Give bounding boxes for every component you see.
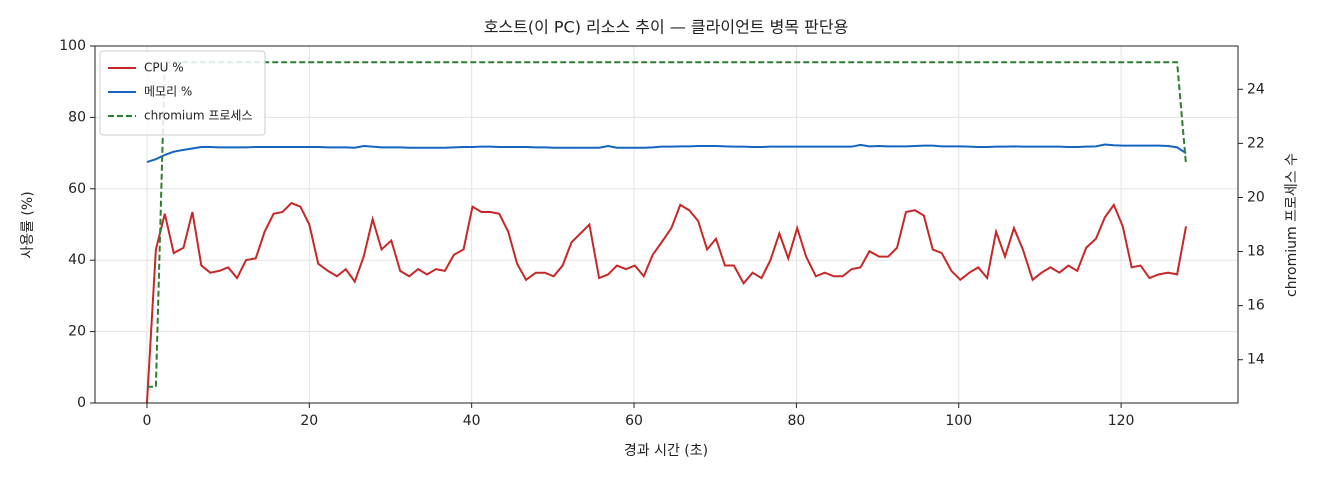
y-tick-label: 100: [59, 38, 86, 54]
y2-tick-label: 20: [1247, 189, 1265, 205]
y2-axis-label: chromium 프로세스 수: [1284, 153, 1300, 297]
y2-tick-label: 16: [1247, 298, 1265, 314]
plot-frame: [94, 45, 1239, 404]
x-axis-label: 경과 시간 (초): [624, 443, 708, 459]
x-tick-label: 20: [300, 413, 318, 429]
x-tick-label: 100: [945, 413, 972, 429]
x-tick-label: 80: [787, 413, 805, 429]
y-axis-label: 사용률 (%): [20, 191, 36, 258]
x-tick-label: 40: [463, 413, 481, 429]
chart-title: 호스트(이 PC) 리소스 추이 — 클라이언트 병목 판단용: [484, 18, 849, 37]
y2-tick-label: 22: [1247, 135, 1265, 151]
y-tick-label: 20: [68, 324, 86, 340]
y-tick-label: 60: [68, 181, 86, 197]
legend-label: chromium 프로세스: [144, 109, 253, 123]
y-tick-label: 0: [77, 395, 86, 411]
y2-tick-label: 14: [1247, 352, 1265, 368]
y-tick-label: 80: [68, 109, 86, 125]
x-tick-label: 60: [625, 413, 643, 429]
series-line: [145, 201, 1188, 403]
series-line: [146, 143, 1187, 163]
legend-box: [99, 50, 266, 136]
y-tick-label: 40: [68, 252, 86, 268]
legend-label: CPU %: [144, 61, 184, 75]
x-tick-label: 120: [1108, 413, 1135, 429]
series-line: [146, 61, 1188, 388]
y2-tick-label: 24: [1247, 81, 1265, 97]
y2-tick-label: 18: [1247, 244, 1265, 260]
x-tick-label: 0: [142, 413, 151, 429]
legend-label: 메모리 %: [144, 85, 192, 99]
